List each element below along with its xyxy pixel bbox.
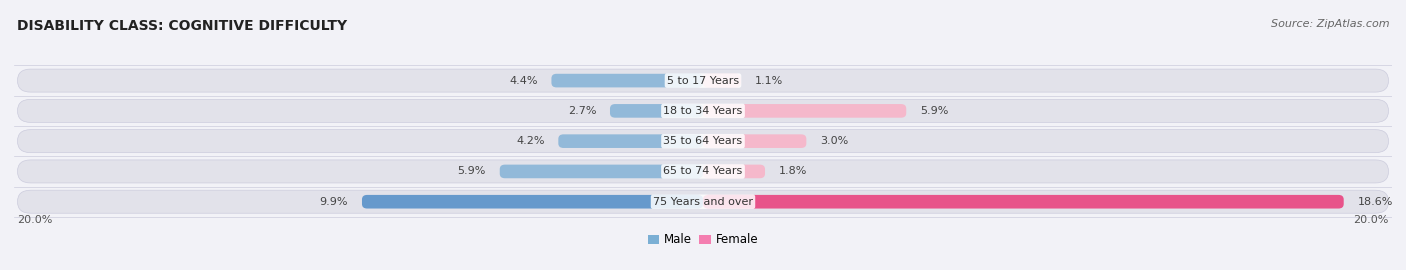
FancyBboxPatch shape [703,74,741,87]
Text: 3.0%: 3.0% [820,136,848,146]
Text: 35 to 64 Years: 35 to 64 Years [664,136,742,146]
FancyBboxPatch shape [551,74,703,87]
FancyBboxPatch shape [361,195,703,208]
Text: Source: ZipAtlas.com: Source: ZipAtlas.com [1271,19,1389,29]
FancyBboxPatch shape [17,99,1389,122]
Text: DISABILITY CLASS: COGNITIVE DIFFICULTY: DISABILITY CLASS: COGNITIVE DIFFICULTY [17,19,347,33]
Text: 18 to 34 Years: 18 to 34 Years [664,106,742,116]
FancyBboxPatch shape [703,195,1344,208]
Text: 4.2%: 4.2% [516,136,544,146]
Text: 1.8%: 1.8% [779,166,807,176]
Text: 18.6%: 18.6% [1358,197,1393,207]
Text: 1.1%: 1.1% [755,76,783,86]
FancyBboxPatch shape [17,69,1389,92]
Text: 20.0%: 20.0% [17,215,53,225]
Text: 65 to 74 Years: 65 to 74 Years [664,166,742,176]
FancyBboxPatch shape [558,134,703,148]
Text: 4.4%: 4.4% [509,76,537,86]
Text: 5 to 17 Years: 5 to 17 Years [666,76,740,86]
Text: 5.9%: 5.9% [457,166,486,176]
FancyBboxPatch shape [703,104,907,118]
Text: 20.0%: 20.0% [1353,215,1389,225]
FancyBboxPatch shape [610,104,703,118]
FancyBboxPatch shape [17,190,1389,213]
Text: 75 Years and over: 75 Years and over [652,197,754,207]
FancyBboxPatch shape [703,134,807,148]
Legend: Male, Female: Male, Female [643,229,763,251]
FancyBboxPatch shape [17,160,1389,183]
FancyBboxPatch shape [17,130,1389,153]
Text: 5.9%: 5.9% [920,106,949,116]
Text: 2.7%: 2.7% [568,106,596,116]
FancyBboxPatch shape [703,165,765,178]
Text: 9.9%: 9.9% [319,197,349,207]
FancyBboxPatch shape [499,165,703,178]
